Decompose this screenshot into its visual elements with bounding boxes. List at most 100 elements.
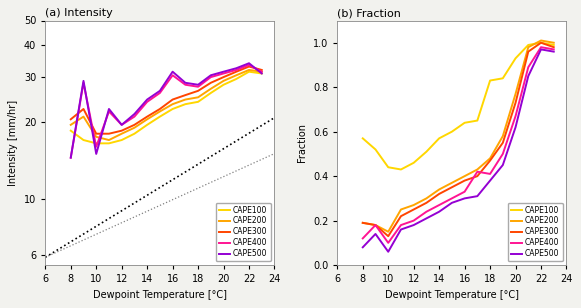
CAPE400 xyxy=(182,83,189,87)
CAPE100 xyxy=(80,138,87,142)
CAPE100 xyxy=(397,168,404,171)
CAPE400 xyxy=(259,70,266,74)
CAPE500 xyxy=(144,98,150,101)
CAPE100 xyxy=(385,165,392,169)
CAPE400 xyxy=(156,91,163,95)
CAPE400 xyxy=(246,63,253,67)
CAPE200 xyxy=(537,39,544,43)
CAPE300 xyxy=(156,107,163,111)
Legend: CAPE100, CAPE200, CAPE300, CAPE400, CAPE500: CAPE100, CAPE200, CAPE300, CAPE400, CAPE… xyxy=(216,203,271,261)
CAPE200 xyxy=(499,134,506,138)
CAPE500 xyxy=(195,83,202,87)
CAPE100 xyxy=(207,91,214,95)
CAPE100 xyxy=(499,76,506,80)
CAPE500 xyxy=(207,73,214,77)
CAPE400 xyxy=(525,65,532,69)
CAPE300 xyxy=(106,132,113,136)
CAPE300 xyxy=(474,174,481,178)
CAPE500 xyxy=(512,125,519,129)
CAPE300 xyxy=(144,115,150,119)
CAPE400 xyxy=(397,223,404,227)
CAPE500 xyxy=(169,70,176,74)
CAPE400 xyxy=(195,85,202,89)
CAPE100 xyxy=(118,138,125,142)
CAPE500 xyxy=(537,47,544,51)
CAPE200 xyxy=(195,95,202,99)
CAPE500 xyxy=(449,201,456,205)
CAPE100 xyxy=(67,129,74,132)
CAPE200 xyxy=(474,168,481,171)
Legend: CAPE100, CAPE200, CAPE300, CAPE400, CAPE500: CAPE100, CAPE200, CAPE300, CAPE400, CAPE… xyxy=(508,203,562,261)
CAPE200 xyxy=(372,223,379,227)
CAPE100 xyxy=(182,102,189,106)
CAPE500 xyxy=(436,210,443,213)
CAPE500 xyxy=(233,67,240,70)
CAPE400 xyxy=(385,241,392,245)
Line: CAPE200: CAPE200 xyxy=(71,70,262,140)
CAPE100 xyxy=(449,130,456,134)
Line: CAPE300: CAPE300 xyxy=(71,67,262,134)
CAPE300 xyxy=(220,75,227,79)
CAPE400 xyxy=(461,190,468,193)
CAPE500 xyxy=(259,72,266,75)
CAPE300 xyxy=(525,50,532,54)
CAPE300 xyxy=(246,65,253,68)
CAPE500 xyxy=(67,156,74,160)
CAPE500 xyxy=(410,223,417,227)
CAPE500 xyxy=(423,217,430,220)
CAPE100 xyxy=(233,77,240,81)
CAPE200 xyxy=(207,87,214,91)
CAPE500 xyxy=(359,245,366,249)
CAPE200 xyxy=(169,102,176,106)
CAPE300 xyxy=(259,68,266,72)
CAPE300 xyxy=(449,185,456,189)
CAPE100 xyxy=(461,121,468,125)
CAPE400 xyxy=(436,203,443,207)
CAPE200 xyxy=(93,135,100,139)
CAPE100 xyxy=(525,43,532,47)
CAPE300 xyxy=(233,70,240,74)
CAPE500 xyxy=(550,50,557,54)
X-axis label: Dewpoint Temperature [°C]: Dewpoint Temperature [°C] xyxy=(93,290,227,300)
CAPE300 xyxy=(372,223,379,227)
CAPE200 xyxy=(156,110,163,113)
CAPE100 xyxy=(537,41,544,45)
CAPE100 xyxy=(487,79,494,82)
CAPE200 xyxy=(246,68,253,72)
CAPE300 xyxy=(423,201,430,205)
CAPE200 xyxy=(80,115,87,119)
CAPE100 xyxy=(156,115,163,119)
CAPE400 xyxy=(233,68,240,72)
CAPE400 xyxy=(550,47,557,51)
CAPE100 xyxy=(220,83,227,87)
CAPE500 xyxy=(385,250,392,253)
Y-axis label: Fraction: Fraction xyxy=(297,123,307,162)
CAPE500 xyxy=(220,70,227,74)
CAPE300 xyxy=(67,117,74,121)
CAPE300 xyxy=(182,93,189,97)
CAPE500 xyxy=(156,89,163,93)
CAPE200 xyxy=(182,98,189,101)
CAPE500 xyxy=(397,228,404,231)
CAPE500 xyxy=(499,163,506,167)
Line: CAPE200: CAPE200 xyxy=(363,41,554,232)
CAPE200 xyxy=(525,45,532,49)
CAPE500 xyxy=(246,61,253,65)
CAPE400 xyxy=(67,156,74,160)
CAPE200 xyxy=(144,117,150,121)
CAPE200 xyxy=(131,126,138,130)
CAPE500 xyxy=(487,179,494,182)
CAPE400 xyxy=(169,73,176,77)
CAPE400 xyxy=(207,75,214,79)
CAPE300 xyxy=(131,123,138,127)
CAPE100 xyxy=(474,119,481,122)
CAPE300 xyxy=(93,132,100,136)
Line: CAPE300: CAPE300 xyxy=(363,43,554,236)
CAPE200 xyxy=(512,92,519,96)
CAPE500 xyxy=(131,112,138,116)
CAPE200 xyxy=(449,181,456,185)
CAPE500 xyxy=(80,79,87,83)
CAPE400 xyxy=(144,100,150,104)
CAPE500 xyxy=(372,232,379,236)
CAPE200 xyxy=(436,188,443,191)
